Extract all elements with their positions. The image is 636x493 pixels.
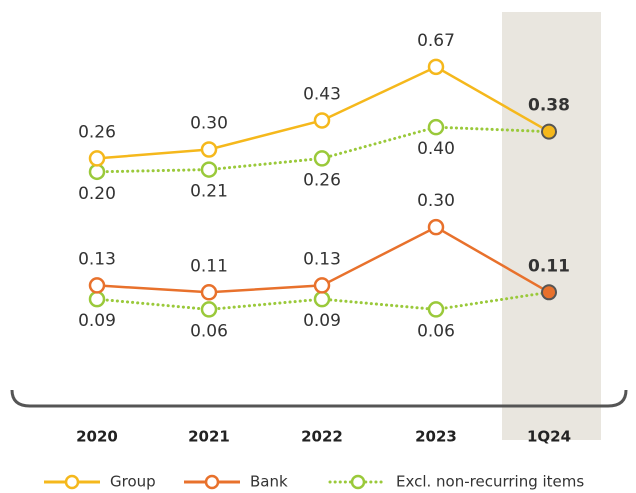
marker	[541, 123, 557, 140]
marker	[313, 290, 331, 308]
data-label: 0.09	[303, 311, 341, 331]
data-label: 0.30	[190, 114, 228, 134]
legend-marker	[64, 474, 80, 490]
dotted-line	[95, 125, 438, 174]
x-tick-label: 2020	[76, 428, 118, 446]
marker	[313, 277, 331, 294]
marker	[200, 301, 218, 318]
data-label: 0.06	[417, 321, 455, 341]
marker	[541, 284, 557, 301]
marker	[427, 301, 445, 318]
marker	[200, 284, 218, 301]
data-label: 0.30	[417, 191, 455, 211]
legend-label: Group	[110, 473, 156, 491]
data-label: 0.20	[78, 184, 116, 204]
data-label: 0.13	[303, 249, 341, 269]
marker	[88, 163, 106, 181]
data-label: 0.40	[417, 139, 455, 159]
highlight-band	[502, 12, 601, 440]
marker	[88, 290, 106, 308]
marker	[313, 112, 331, 129]
bracket	[10, 389, 628, 408]
data-label: 0.13	[78, 249, 116, 269]
marker	[200, 141, 218, 158]
x-tick-label: 1Q24	[527, 428, 571, 446]
connector	[434, 290, 551, 311]
legend-marker	[204, 474, 220, 490]
marker	[88, 150, 106, 167]
data-label: 0.43	[303, 84, 341, 104]
marker	[427, 118, 445, 136]
data-label: 0.06	[190, 321, 228, 341]
legend-label: Excl. non-recurring items	[396, 473, 584, 491]
x-tick-label: 2022	[301, 428, 343, 446]
data-label: 0.09	[78, 311, 116, 331]
dotted-line	[95, 297, 438, 311]
data-label: 0.67	[417, 31, 455, 51]
data-label: 0.11	[190, 256, 228, 276]
marker	[313, 150, 331, 167]
marker	[427, 218, 445, 236]
connector	[434, 125, 551, 134]
data-label: 0.11	[528, 256, 570, 276]
data-label: 0.26	[78, 122, 116, 142]
legend-label: Bank	[250, 473, 288, 491]
legend-marker	[350, 474, 366, 490]
x-tick-label: 2023	[415, 428, 457, 446]
x-tick-label: 2021	[188, 428, 230, 446]
data-label: 0.21	[190, 182, 228, 202]
data-label: 0.26	[303, 170, 341, 190]
marker	[200, 161, 218, 178]
data-label: 0.38	[528, 96, 570, 116]
marker	[88, 277, 106, 294]
marker	[427, 58, 445, 76]
